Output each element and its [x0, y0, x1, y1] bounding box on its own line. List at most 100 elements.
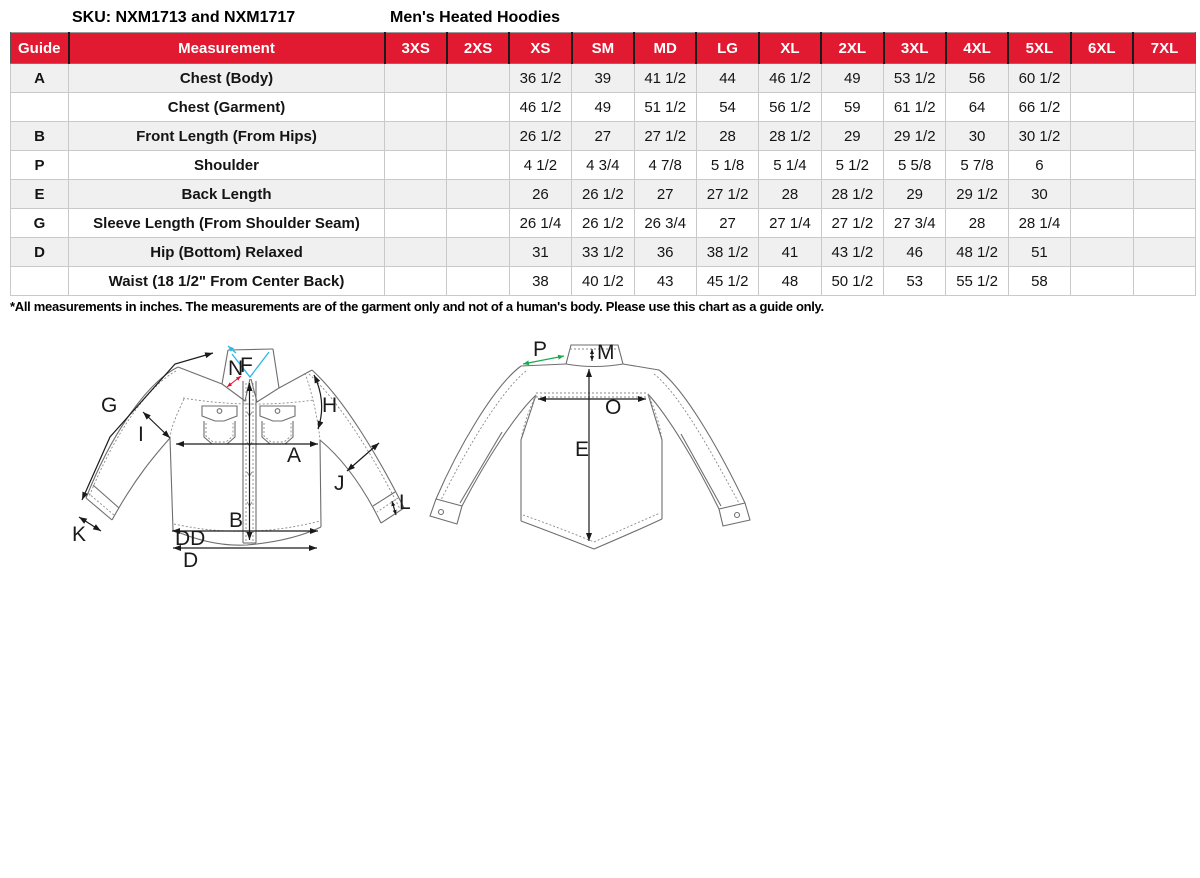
value-cell: 26 1/2	[508, 121, 573, 151]
back-stitching	[440, 348, 741, 543]
value-cell: 4 1/2	[508, 150, 573, 180]
front-measure-arrows	[78, 352, 397, 551]
column-header-2xs: 2XS	[445, 32, 510, 64]
value-cell: 38 1/2	[695, 237, 760, 267]
value-cell: 29	[882, 179, 947, 209]
value-cell	[1132, 63, 1196, 93]
front-labels: G I F N H A J B K DD D L	[72, 354, 411, 572]
table-row: E Back Length 26 26 1/2 27 27 1/2 28 28 1/2 29 29…	[10, 179, 1196, 209]
footnote: *All measurements in inches. The measure…	[10, 299, 824, 314]
value-cell: 48 1/2	[945, 237, 1009, 267]
value-cell: 29 1/2	[882, 121, 947, 151]
value-cell	[1132, 121, 1196, 151]
value-cell	[1070, 150, 1134, 180]
value-cell: 50 1/2	[820, 266, 885, 296]
value-cell: 26 1/4	[508, 208, 573, 238]
measurement-cell: Hip (Bottom) Relaxed	[68, 237, 385, 267]
value-cell: 46 1/2	[758, 63, 822, 93]
label-b: B	[229, 509, 243, 532]
table-row: G Sleeve Length (From Shoulder Seam) 26 1/…	[10, 208, 1196, 238]
size-chart-table: Guide Measurement 3XS 2XS XS SM MD LG XL 2XL 3XL 4X…	[10, 32, 1196, 296]
value-cell: 31	[508, 237, 573, 267]
back-garment-outline	[429, 344, 751, 550]
value-cell: 5 5/8	[882, 150, 947, 180]
value-cell	[383, 150, 448, 180]
value-cell: 5 7/8	[945, 150, 1009, 180]
column-header-6xl: 6XL	[1069, 32, 1133, 64]
size-chart-header-row: Guide Measurement 3XS 2XS XS SM MD LG XL 2XL 3XL 4X…	[10, 32, 1196, 64]
value-cell: 27 3/4	[882, 208, 947, 238]
value-cell: 61 1/2	[882, 92, 947, 122]
table-row: Waist (18 1/2" From Center Back) 38 40 1/2…	[10, 266, 1196, 296]
value-cell	[383, 92, 448, 122]
value-cell	[1132, 179, 1196, 209]
value-cell	[1132, 92, 1196, 122]
value-cell	[1132, 266, 1196, 296]
value-cell: 40 1/2	[571, 266, 635, 296]
column-header-measurement: Measurement	[67, 32, 385, 64]
value-cell: 6	[1007, 150, 1072, 180]
table-row: A Chest (Body) 36 1/2 39 41 1/2 44 46 1/2 49 53 …	[10, 63, 1196, 93]
guide-cell	[10, 266, 69, 296]
value-cell: 27	[695, 208, 760, 238]
label-e: E	[575, 438, 589, 461]
measurement-cell: Waist (18 1/2" From Center Back)	[68, 266, 385, 296]
value-cell: 28 1/2	[758, 121, 822, 151]
value-cell: 28	[758, 179, 822, 209]
value-cell: 27	[571, 121, 635, 151]
value-cell: 38	[508, 266, 573, 296]
value-cell	[1132, 150, 1196, 180]
column-header-3xl: 3XL	[882, 32, 946, 64]
value-cell: 41	[758, 237, 822, 267]
value-cell: 28 1/4	[1007, 208, 1072, 238]
value-cell: 5 1/8	[695, 150, 760, 180]
value-cell: 36	[633, 237, 697, 267]
label-g: G	[101, 394, 117, 417]
value-cell: 4 3/4	[571, 150, 635, 180]
label-f: F	[240, 354, 253, 377]
column-header-xs: XS	[508, 32, 572, 64]
value-cell: 53	[882, 266, 947, 296]
value-cell	[1070, 237, 1134, 267]
title-bar: SKU: NXM1713 and NXM1717 Men's Heated Ho…	[0, 9, 1200, 29]
value-cell	[1070, 63, 1134, 93]
value-cell	[446, 266, 510, 296]
value-cell	[446, 237, 510, 267]
value-cell: 66 1/2	[1007, 92, 1072, 122]
front-garment-outline	[85, 348, 405, 546]
value-cell: 46	[882, 237, 947, 267]
column-header-4xl: 4XL	[944, 32, 1009, 64]
label-j: J	[334, 472, 345, 495]
value-cell: 43	[633, 266, 697, 296]
value-cell	[1132, 237, 1196, 267]
measurement-cell: Front Length (From Hips)	[68, 121, 385, 151]
value-cell	[383, 179, 448, 209]
value-cell	[383, 63, 448, 93]
value-cell: 27	[633, 179, 697, 209]
label-i: I	[138, 423, 144, 446]
column-header-sm: SM	[570, 32, 634, 64]
value-cell: 5 1/2	[820, 150, 885, 180]
value-cell: 30	[945, 121, 1009, 151]
size-chart-body: A Chest (Body) 36 1/2 39 41 1/2 44 46 1/2 49 53 …	[10, 63, 1196, 296]
value-cell	[446, 150, 510, 180]
value-cell	[446, 63, 510, 93]
product-title: Men's Heated Hoodies	[390, 9, 561, 26]
value-cell: 4 7/8	[633, 150, 697, 180]
value-cell	[1070, 266, 1134, 296]
back-labels: P M O E	[533, 338, 621, 461]
measurement-cell: Chest (Garment)	[68, 92, 385, 122]
value-cell: 51 1/2	[633, 92, 697, 122]
guide-cell: E	[10, 179, 69, 209]
measurement-cell: Sleeve Length (From Shoulder Seam)	[68, 208, 385, 238]
sku-title: SKU: NXM1713 and NXM1717	[72, 9, 296, 26]
value-cell	[1070, 179, 1134, 209]
value-cell: 26	[508, 179, 573, 209]
value-cell: 48	[758, 266, 822, 296]
measurement-cell: Back Length	[68, 179, 385, 209]
value-cell	[446, 121, 510, 151]
front-collar-f-marks	[226, 345, 270, 388]
value-cell	[1132, 208, 1196, 238]
value-cell	[446, 179, 510, 209]
label-d: D	[183, 549, 198, 572]
